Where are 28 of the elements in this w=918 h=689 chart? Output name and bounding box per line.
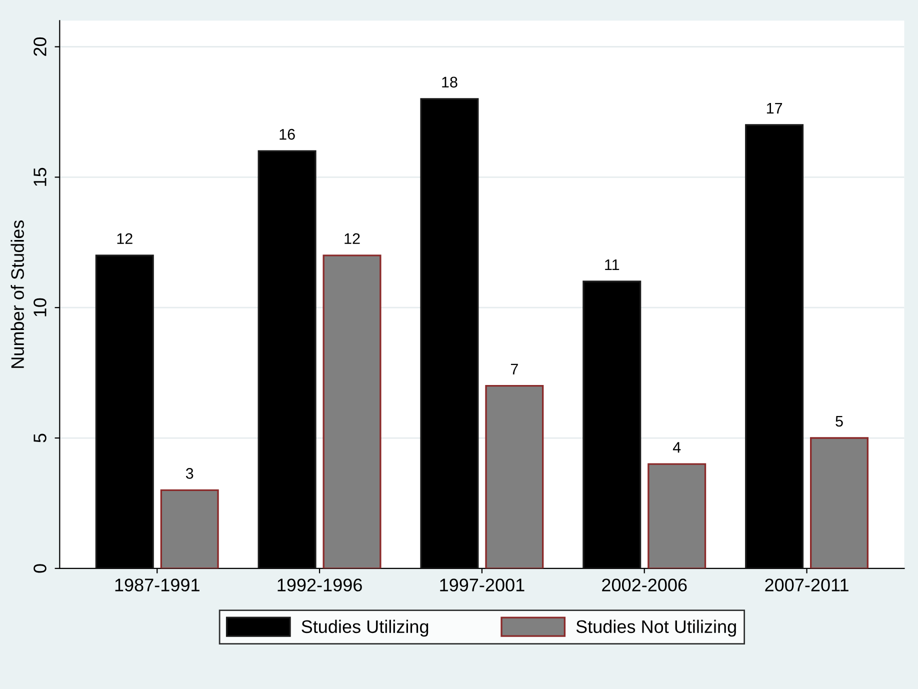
data-label: 12 (344, 233, 360, 244)
x-tick-label: 1992-1996 (278, 578, 362, 592)
legend-label: Studies Utilizing (302, 620, 428, 637)
data-label: 4 (672, 442, 681, 453)
bar (810, 437, 869, 568)
y-tick-label: 5 (34, 434, 46, 442)
x-tick-label: 2002-2006 (602, 578, 687, 592)
data-label: 7 (510, 364, 518, 374)
data-label: 16 (280, 128, 295, 140)
data-label: 3 (186, 468, 194, 479)
bar (322, 254, 382, 568)
bar (160, 489, 219, 568)
x-tick-label: 1997-2001 (440, 578, 524, 592)
y-tick-label: 15 (34, 168, 46, 186)
bar (485, 385, 544, 568)
y-axis-title: Number of Studies (10, 220, 24, 368)
data-label: 12 (117, 233, 132, 244)
y-tick-label: 10 (34, 298, 46, 316)
y-tick-label: 20 (34, 37, 46, 56)
data-label: 11 (605, 259, 620, 270)
x-tick-label: 2007-2011 (765, 578, 848, 592)
y-tick-label: 0 (34, 564, 46, 573)
data-label: 17 (766, 102, 782, 114)
x-tick-label: 1987-1991 (115, 578, 200, 592)
bar (648, 463, 706, 568)
data-label: 5 (836, 416, 843, 427)
data-label: 18 (442, 76, 458, 88)
legend-label: Studies Not Utilizing (576, 620, 736, 637)
